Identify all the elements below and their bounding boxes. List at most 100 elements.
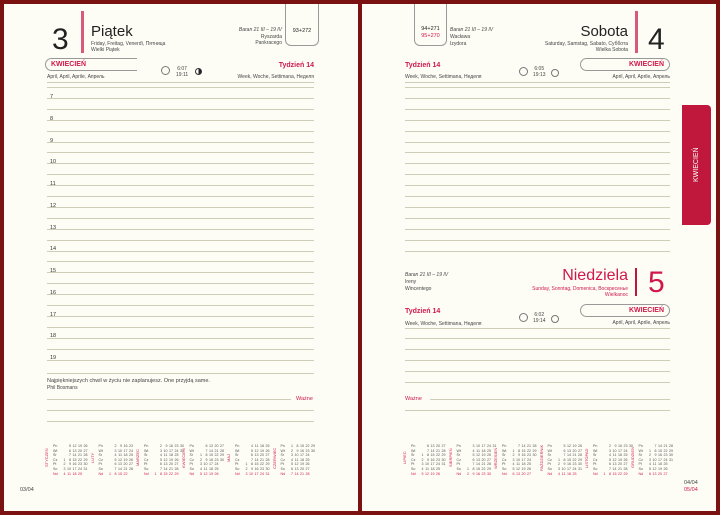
writing-line[interactable] xyxy=(405,328,670,329)
writing-line[interactable] xyxy=(47,228,314,230)
writing-line[interactable] xyxy=(47,163,314,165)
page-number: 05/04 xyxy=(684,487,698,493)
calendar-day: 10 xyxy=(203,462,208,467)
calendar-day: 12 xyxy=(652,466,657,471)
writing-line[interactable] xyxy=(47,305,314,306)
calendar-day: 4 xyxy=(649,462,651,467)
writing-line[interactable] xyxy=(47,359,314,361)
writing-line[interactable] xyxy=(47,250,314,252)
calendar-day: 14 xyxy=(612,466,617,471)
writing-line[interactable] xyxy=(405,97,670,99)
writing-line[interactable] xyxy=(47,217,314,219)
writing-line[interactable] xyxy=(47,82,314,83)
holiday: Wielki Piątek xyxy=(91,47,120,53)
writing-line[interactable] xyxy=(47,141,314,143)
writing-line[interactable] xyxy=(47,119,314,121)
writing-line[interactable] xyxy=(405,119,670,121)
hour-label: 7 xyxy=(50,94,53,100)
writing-line[interactable] xyxy=(47,348,314,350)
page-number: 03/04 xyxy=(20,487,34,493)
writing-line[interactable] xyxy=(405,141,670,143)
writing-line[interactable] xyxy=(405,130,670,132)
writing-line[interactable] xyxy=(405,206,670,208)
writing-line[interactable] xyxy=(47,97,314,99)
calendar-day: 20 xyxy=(572,448,577,453)
weekday-label: Wt xyxy=(98,448,103,453)
calendar-day xyxy=(315,472,321,477)
day-count: 93+272 xyxy=(292,28,312,34)
calendar-day: 15 xyxy=(163,471,168,476)
calendar-day: 27 xyxy=(265,453,270,458)
calendar-day: 3 xyxy=(421,462,424,467)
writing-line[interactable] xyxy=(430,399,670,400)
month-tab-kwiecien[interactable]: KWIECIEŃ xyxy=(682,105,711,225)
writing-line[interactable] xyxy=(47,108,314,110)
calendar-day: 31 xyxy=(669,457,673,462)
writing-line[interactable] xyxy=(405,196,670,197)
writing-line[interactable] xyxy=(47,174,314,176)
writing-line[interactable] xyxy=(47,130,314,132)
calendar-day: 5 xyxy=(649,466,651,471)
calendar-day: 15 xyxy=(567,457,571,462)
calendar-day: 7 xyxy=(518,444,520,448)
writing-line[interactable] xyxy=(47,326,314,328)
calendar-day: 3 xyxy=(609,448,611,453)
writing-line[interactable] xyxy=(47,87,314,88)
writing-line[interactable] xyxy=(405,239,670,241)
writing-line[interactable] xyxy=(47,196,314,197)
writing-line[interactable] xyxy=(47,152,314,154)
nameday: Ireny xyxy=(405,279,417,285)
writing-line[interactable] xyxy=(47,185,314,187)
calendar-day: 7 xyxy=(609,466,611,471)
writing-line[interactable] xyxy=(405,152,670,154)
calendar-day: 17 xyxy=(567,466,571,471)
calendar-day: 4 xyxy=(200,466,202,471)
calendar-day: 21 xyxy=(663,444,668,448)
writing-line[interactable] xyxy=(405,348,670,350)
writing-line[interactable] xyxy=(405,410,670,411)
writing-line[interactable] xyxy=(405,174,670,176)
weekday-label: Pt xyxy=(411,462,415,467)
calendar-day: 25 xyxy=(663,462,668,467)
writing-line[interactable] xyxy=(47,239,314,241)
writing-line[interactable] xyxy=(405,370,670,372)
calendar-day: 1 xyxy=(512,448,515,453)
calendar-day: 16 xyxy=(209,457,213,462)
calendar-day: 29 xyxy=(669,448,673,453)
calendar-day: 9 xyxy=(563,462,566,467)
weekday-label: Wt xyxy=(502,448,507,453)
calendar-day: 7 xyxy=(251,457,253,462)
calendar-day: 26 xyxy=(305,462,310,467)
writing-line[interactable] xyxy=(47,283,314,285)
writing-line[interactable] xyxy=(47,410,314,411)
writing-line[interactable] xyxy=(47,294,314,296)
writing-line[interactable] xyxy=(405,82,670,83)
writing-line[interactable] xyxy=(405,108,670,110)
writing-line[interactable] xyxy=(47,261,314,263)
writing-line[interactable] xyxy=(47,421,314,422)
writing-line[interactable] xyxy=(405,217,670,219)
calendar-day: 14 xyxy=(521,444,526,448)
writing-line[interactable] xyxy=(47,373,314,374)
writing-line[interactable] xyxy=(405,250,670,252)
calendar-day: 21 xyxy=(481,462,486,467)
writing-line[interactable] xyxy=(405,381,670,383)
calendar-day: 11 xyxy=(652,462,657,467)
calendar-day: 26 xyxy=(487,453,491,458)
month-name: SIERPIEŃ xyxy=(447,448,453,468)
writing-line[interactable] xyxy=(47,206,314,208)
writing-line[interactable] xyxy=(47,337,314,339)
calendar-day: 29 xyxy=(623,471,628,476)
writing-line[interactable] xyxy=(405,163,670,165)
writing-line[interactable] xyxy=(405,87,670,88)
writing-line[interactable] xyxy=(47,399,291,400)
zodiac: Baran 21 III – 19 IV xyxy=(450,27,494,33)
writing-line[interactable] xyxy=(47,315,314,317)
writing-line[interactable] xyxy=(405,185,670,187)
writing-line[interactable] xyxy=(47,272,314,274)
writing-line[interactable] xyxy=(405,359,670,361)
month-name: LUTY xyxy=(89,452,95,464)
weekday-label: Pn xyxy=(235,444,240,448)
writing-line[interactable] xyxy=(405,228,670,230)
writing-line[interactable] xyxy=(405,338,670,339)
